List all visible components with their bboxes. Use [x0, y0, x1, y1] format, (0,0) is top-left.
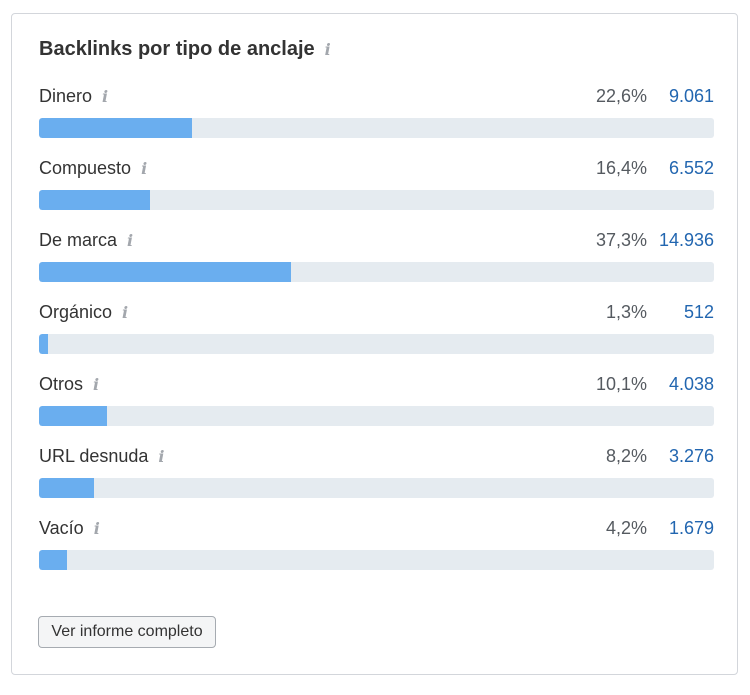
- anchor-row-de-marca: De marca i 37,3% 14.936: [39, 226, 714, 286]
- progress-track: [39, 478, 714, 498]
- progress-fill: [39, 406, 108, 426]
- card-title: Backlinks por tipo de anclaje i: [39, 38, 331, 61]
- row-percent: 16,4%: [595, 158, 647, 178]
- info-icon[interactable]: i: [158, 446, 165, 466]
- progress-fill: [39, 190, 150, 210]
- anchor-row-url-desnuda: URL desnuda i 8,2% 3.276: [39, 442, 714, 502]
- row-count-link[interactable]: 9.061: [668, 86, 714, 106]
- row-label: Vacío: [39, 518, 84, 538]
- progress-track: [39, 190, 714, 210]
- progress-fill: [39, 334, 48, 354]
- anchor-row-vacio: Vacío i 4,2% 1.679: [39, 514, 714, 574]
- row-percent: 8,2%: [605, 446, 647, 466]
- progress-fill: [39, 550, 68, 570]
- anchor-row-otros: Otros i 10,1% 4.038: [39, 370, 714, 430]
- row-label: Otros: [39, 374, 84, 394]
- row-percent: 1,3%: [605, 302, 647, 322]
- row-percent: 4,2%: [605, 518, 647, 538]
- row-count-link[interactable]: 14.936: [658, 230, 714, 250]
- progress-track: [39, 406, 714, 426]
- row-count-link[interactable]: 1.679: [668, 518, 714, 538]
- row-percent: 10,1%: [595, 374, 647, 394]
- row-label: URL desnuda: [39, 446, 149, 466]
- anchor-row-compuesto: Compuesto i 16,4% 6.552: [39, 154, 714, 214]
- row-label: Orgánico: [39, 302, 113, 322]
- row-count-link[interactable]: 4.038: [668, 374, 714, 394]
- anchor-type-card: Backlinks por tipo de anclaje i Dinero i…: [11, 13, 738, 675]
- progress-fill: [39, 262, 291, 282]
- anchor-row-organico: Orgánico i 1,3% 512: [39, 298, 714, 358]
- row-label: Dinero: [39, 86, 93, 106]
- card-title-text: Backlinks por tipo de anclaje: [39, 38, 315, 60]
- anchor-row-dinero: Dinero i 22,6% 9.061: [39, 82, 714, 142]
- info-icon[interactable]: i: [127, 230, 134, 250]
- row-count-link[interactable]: 6.552: [668, 158, 714, 178]
- info-icon[interactable]: i: [102, 86, 109, 106]
- row-label: Compuesto: [39, 158, 132, 178]
- info-icon[interactable]: i: [93, 518, 100, 538]
- info-icon[interactable]: i: [122, 302, 129, 322]
- row-percent: 22,6%: [595, 86, 647, 106]
- info-icon[interactable]: i: [93, 374, 100, 394]
- row-percent: 37,3%: [595, 230, 647, 250]
- progress-track: [39, 262, 714, 282]
- view-full-report-button[interactable]: Ver informe completo: [38, 616, 216, 648]
- row-count-link[interactable]: 512: [683, 302, 714, 322]
- progress-track: [39, 550, 714, 570]
- info-icon[interactable]: i: [141, 158, 148, 178]
- info-icon[interactable]: i: [324, 39, 331, 59]
- progress-track: [39, 334, 714, 354]
- row-label: De marca: [39, 230, 118, 250]
- row-count-link[interactable]: 3.276: [668, 446, 714, 466]
- progress-fill: [39, 118, 192, 138]
- progress-track: [39, 118, 714, 138]
- progress-fill: [39, 478, 95, 498]
